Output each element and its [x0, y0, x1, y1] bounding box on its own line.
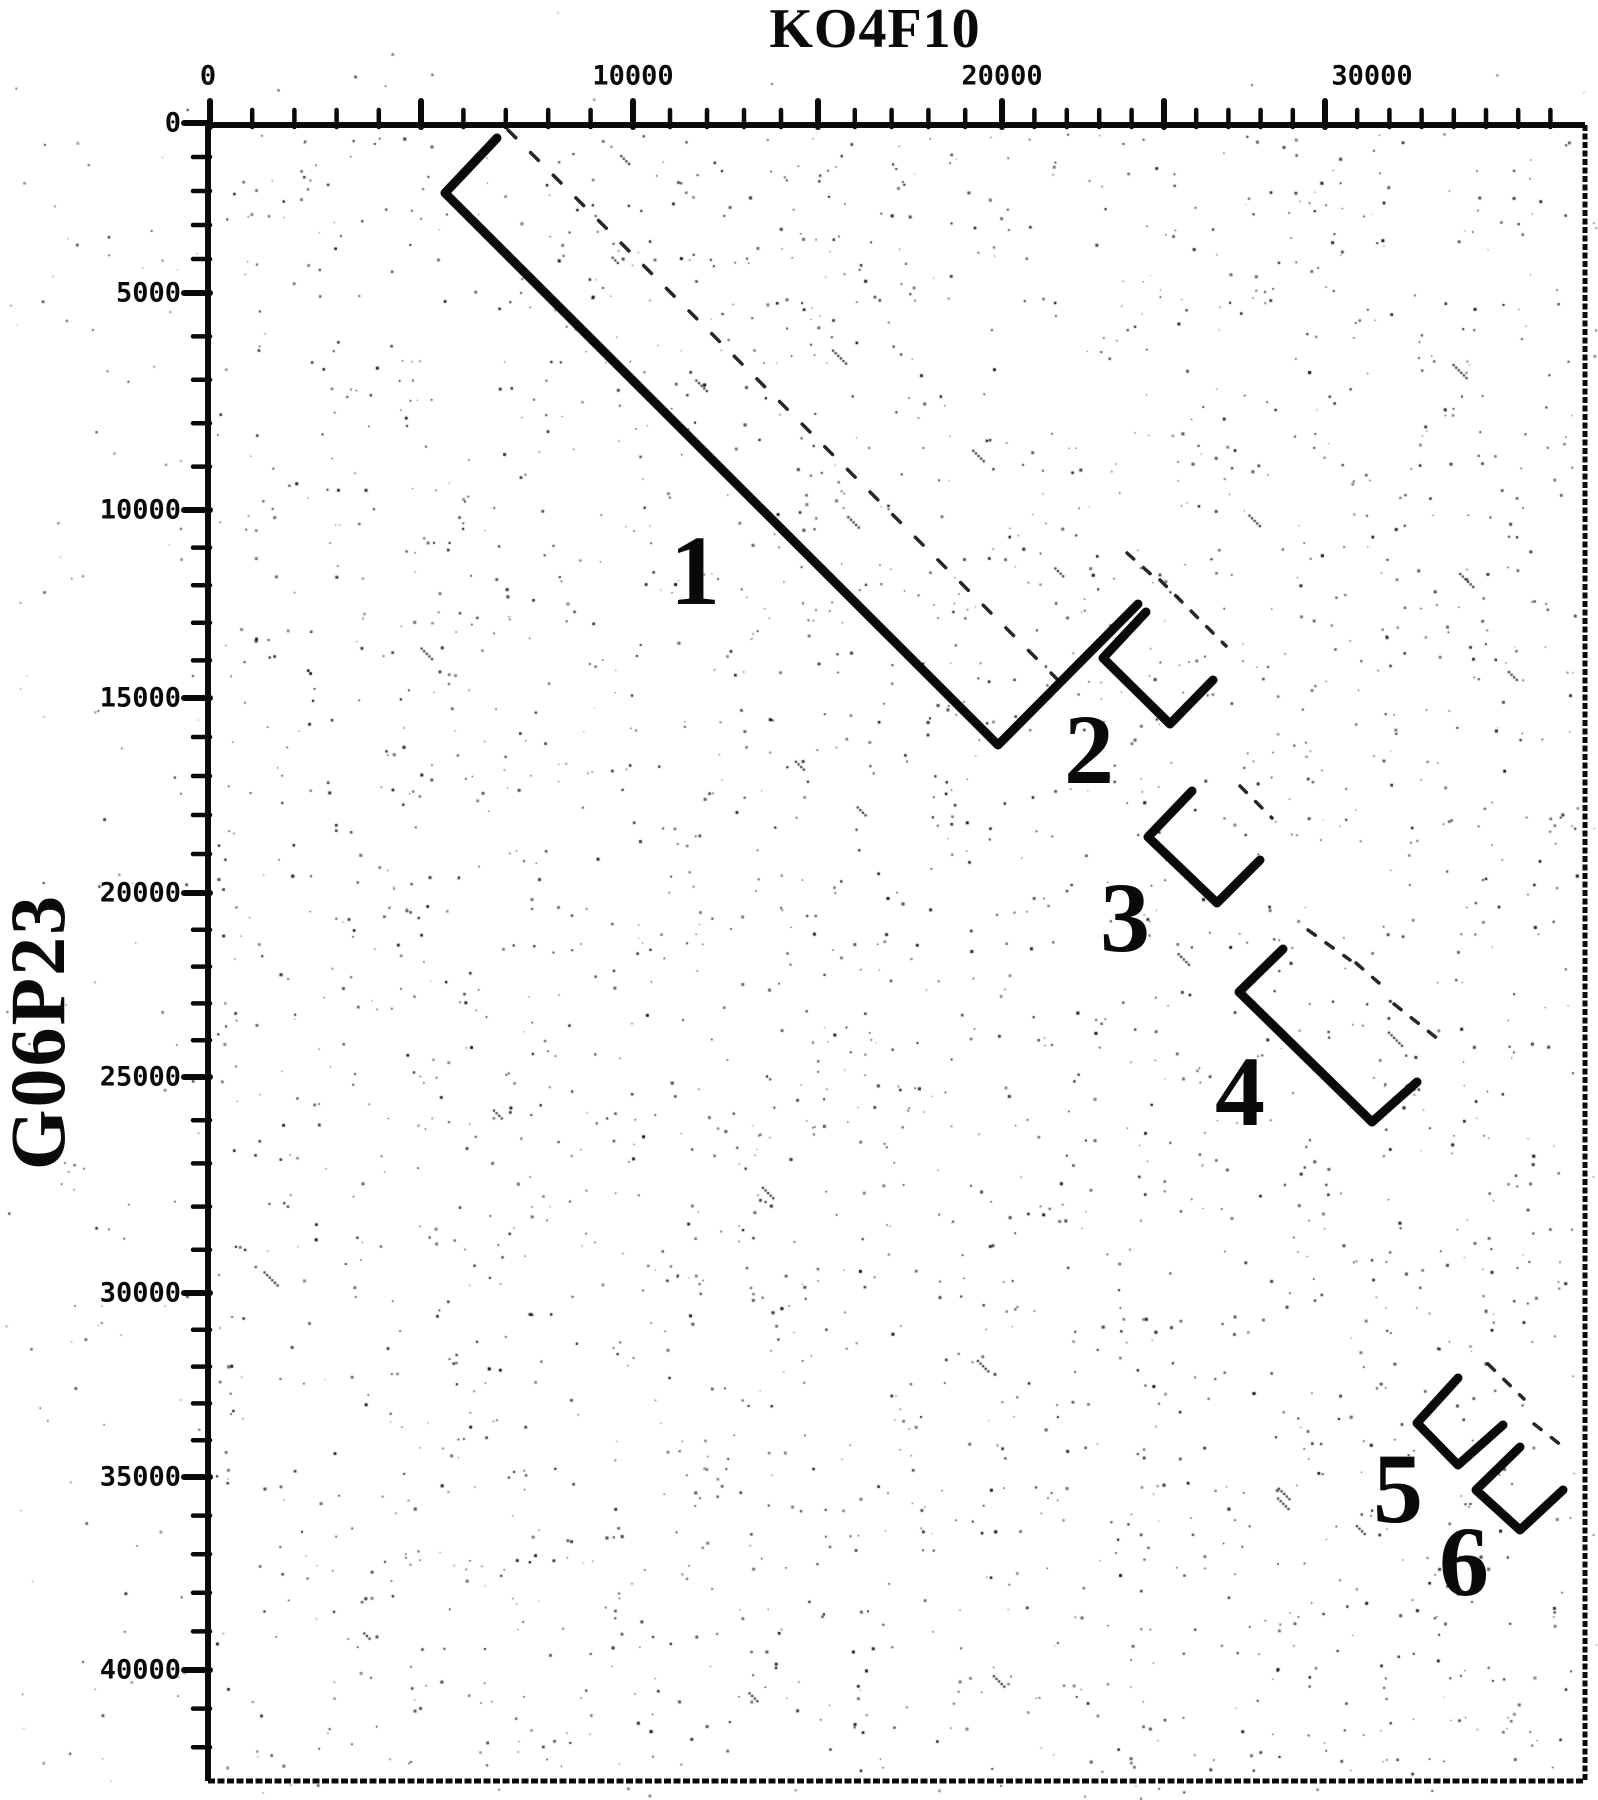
y-sequence-label: G06P23	[0, 893, 81, 1171]
axis-ticks	[181, 98, 1553, 1750]
y-tick-label-5000: 5000	[115, 277, 181, 309]
region-label-4: 4	[1215, 1036, 1265, 1147]
y-tick-label-15000: 15000	[99, 682, 181, 714]
match-diagonal-dash	[1125, 551, 1157, 580]
y-tick-label-10000: 10000	[99, 494, 181, 526]
match-diagonal-dash	[1354, 961, 1381, 985]
region-label-6: 6	[1439, 1506, 1489, 1617]
region-bracket-5	[1412, 1373, 1508, 1470]
region-bracket-1	[440, 133, 1143, 750]
region-bracket-4	[1234, 944, 1422, 1127]
region-label-3: 3	[1100, 862, 1150, 973]
y-tick-label-30000: 30000	[99, 1277, 181, 1309]
match-diagonal-dash	[1392, 1002, 1445, 1045]
x-sequence-title: KO4F10	[769, 0, 981, 60]
region-brackets	[440, 133, 1568, 1535]
region-bracket-3	[1143, 786, 1265, 908]
match-diagonal-dash	[1158, 578, 1228, 648]
y-tick-label-35000: 35000	[99, 1461, 181, 1493]
region-label-5: 5	[1373, 1433, 1423, 1544]
x-tick-label-30000: 30000	[1331, 60, 1413, 92]
match-diagonal-dash	[1486, 1362, 1526, 1401]
x-tick-label-20000: 20000	[961, 60, 1043, 92]
y-tick-label-0: 0	[164, 107, 181, 139]
region-label-1: 1	[670, 515, 720, 626]
match-diagonal-dash	[506, 128, 1064, 686]
y-tick-label-25000: 25000	[99, 1061, 181, 1093]
match-diagonals	[506, 128, 1568, 1451]
match-diagonal-dash	[1532, 1422, 1568, 1451]
x-tick-label-10000: 10000	[592, 60, 674, 92]
match-diagonal-dash	[1306, 928, 1352, 962]
region-bracket-6	[1471, 1442, 1568, 1535]
region-label-2: 2	[1064, 694, 1114, 805]
y-tick-label-40000: 40000	[99, 1654, 181, 1686]
x-tick-label-0: 0	[199, 60, 217, 92]
match-diagonal-dash	[1238, 784, 1274, 820]
y-tick-label-20000: 20000	[99, 877, 181, 909]
region-bracket-2	[1098, 607, 1218, 729]
